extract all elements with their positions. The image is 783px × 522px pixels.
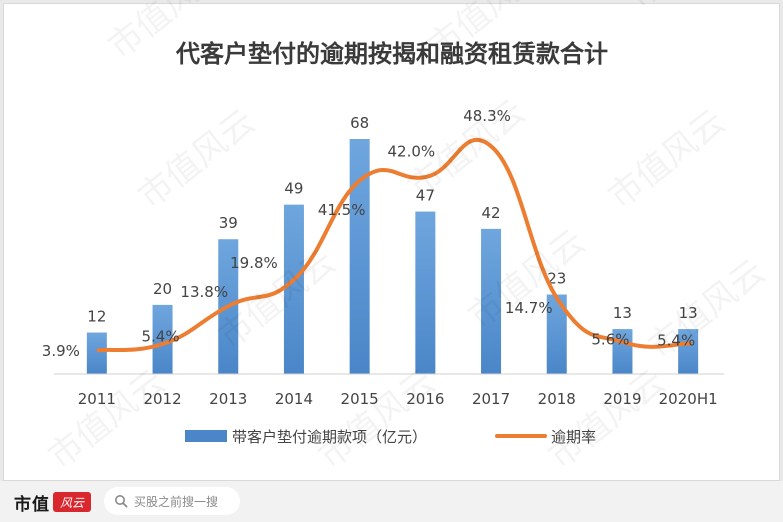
- bar-label-2012: 20: [153, 280, 172, 298]
- bar-2017: [481, 228, 502, 374]
- bar-label-2018: 23: [547, 270, 566, 288]
- bar-label-2017: 42: [482, 204, 501, 222]
- legend: 带客户垫付逾期款项（亿元） 逾期率: [185, 428, 596, 446]
- bar-2015: [349, 139, 370, 374]
- bar-data-labels: 12 20 39 49 68 47 42 23 13 13: [87, 114, 697, 326]
- brand-mark: 风云: [53, 492, 91, 512]
- bar-label-2015: 68: [350, 114, 369, 132]
- brand-logo[interactable]: 市值 风云: [14, 490, 91, 515]
- bar-label-2011: 12: [87, 308, 106, 326]
- line-label-2013: 13.8%: [180, 283, 228, 301]
- bar-label-2019: 13: [613, 304, 632, 322]
- x-tick-2019: 2019: [603, 390, 641, 408]
- brand-text: 市值: [14, 494, 50, 515]
- bar-label-2014: 49: [284, 180, 303, 198]
- x-tick-2013: 2013: [209, 390, 247, 408]
- x-tick-2014: 2014: [275, 390, 313, 408]
- legend-bar-label: 带客户垫付逾期款项（亿元）: [232, 428, 427, 446]
- search-icon: [115, 495, 128, 508]
- x-tick-2017: 2017: [472, 390, 510, 408]
- line-label-2019: 5.6%: [591, 330, 629, 348]
- bar-2011: [86, 332, 107, 374]
- line-series-overdue-rate: [96, 137, 693, 353]
- bar-2020H1: [678, 329, 699, 374]
- line-label-2011: 3.9%: [42, 342, 80, 360]
- line-label-2018: 14.7%: [505, 299, 553, 317]
- line-label-2020H1: 5.4%: [657, 331, 695, 349]
- chart-title: 代客户垫付的逾期按揭和融资租赁款合计: [175, 40, 608, 68]
- x-tick-2016: 2016: [406, 390, 444, 408]
- legend-line-label: 逾期率: [551, 428, 596, 446]
- x-tick-2012: 2012: [143, 390, 181, 408]
- bar-2016: [415, 211, 436, 374]
- search-placeholder: 买股之前搜一搜: [134, 494, 219, 509]
- line-label-2017: 48.3%: [463, 107, 511, 125]
- line-label-2014: 19.8%: [230, 254, 278, 272]
- x-tick-2018: 2018: [538, 390, 576, 408]
- bar-label-2020H1: 13: [679, 304, 698, 322]
- line-label-2016: 42.0%: [388, 143, 436, 161]
- bar-label-2013: 39: [219, 214, 238, 232]
- x-tick-2020H1: 2020H1: [659, 390, 718, 408]
- chart-card: 代客户垫付的逾期按揭和融资租赁款合计 12 20 39 49 68 47 42 23 13 13 …: [3, 3, 780, 481]
- line-label-2015: 41.5%: [318, 201, 366, 219]
- line-label-2012: 5.4%: [141, 327, 179, 345]
- line-data-labels: 3.9% 5.4% 13.8%19.8% 41.5% 42.0% 48.3% 14.7% 5.…: [42, 107, 695, 360]
- bar-label-2016: 47: [416, 187, 435, 205]
- footer-bar: 市值 风云 买股之前搜一搜: [0, 481, 783, 522]
- x-tick-2011: 2011: [78, 390, 116, 408]
- x-tick-2015: 2015: [341, 390, 379, 408]
- search-box[interactable]: 买股之前搜一搜: [104, 487, 240, 515]
- legend-bar-swatch: [185, 430, 227, 442]
- bar-2014: [283, 204, 304, 374]
- bar-2012: [152, 304, 173, 374]
- bar-2018: [546, 294, 567, 374]
- x-axis-tick-labels: 2011 2012 2013 2014 2015 2016 2017 2018 2019 2020…: [78, 390, 718, 408]
